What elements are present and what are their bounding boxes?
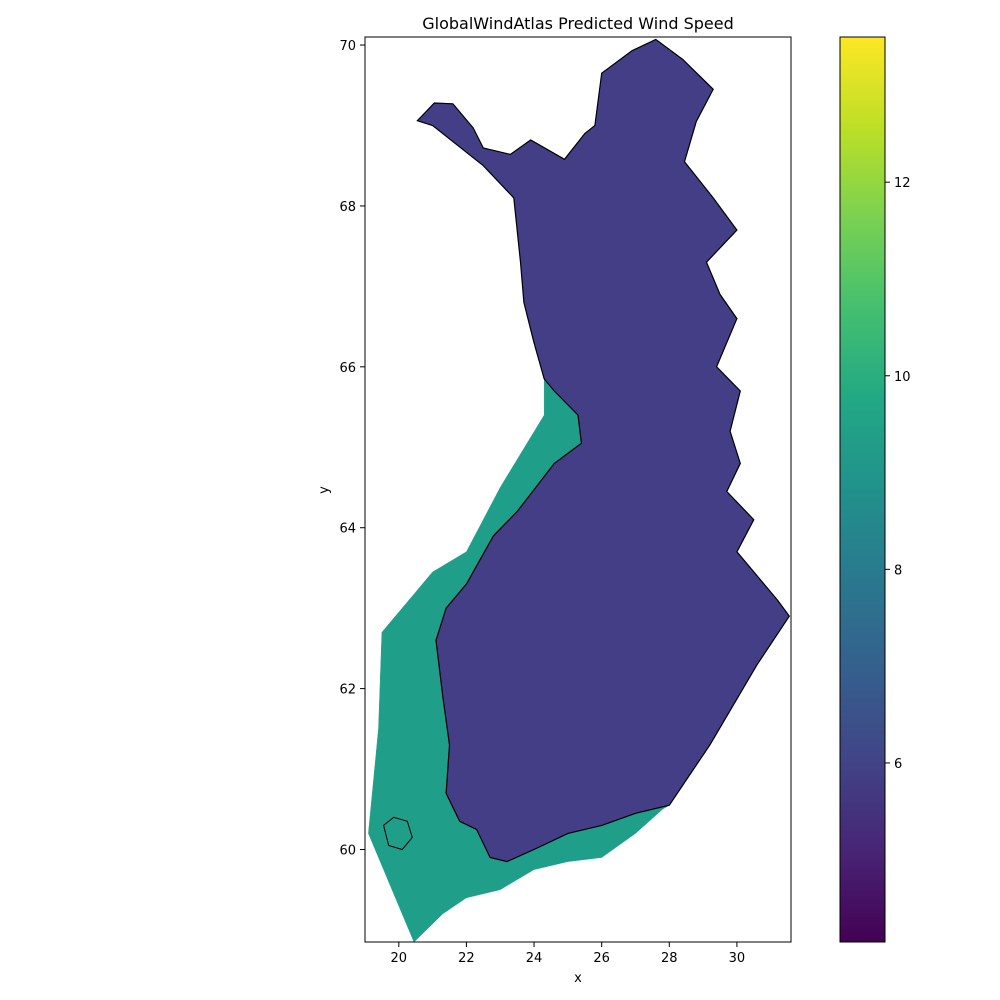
x-tick-label: 26: [593, 951, 610, 966]
y-tick-label: 60: [339, 843, 356, 858]
y-axis: 60 62 64 66 68 70: [339, 39, 365, 858]
x-tick-label: 22: [458, 951, 475, 966]
colorbar-tick-label: 10: [894, 370, 911, 385]
y-axis-label: y: [317, 486, 332, 494]
map-regions: [368, 38, 791, 942]
plot-frame: [364, 36, 792, 943]
x-tick-label: 28: [661, 951, 678, 966]
region-finland-mainland: [416, 38, 791, 863]
colorbar-tick-label: 6: [894, 757, 902, 772]
colorbar: 6 8 10 12: [839, 36, 911, 943]
y-tick-label: 70: [339, 39, 356, 54]
chart-title: GlobalWindAtlas Predicted Wind Speed: [422, 14, 734, 33]
x-tick-label: 30: [729, 951, 746, 966]
region-aland-islands: [383, 816, 413, 851]
colorbar-tick-label: 8: [894, 563, 902, 578]
y-tick-label: 66: [339, 361, 356, 376]
y-tick-label: 64: [339, 522, 356, 537]
x-axis: 20 22 24 26 28 30: [391, 942, 746, 966]
x-tick-label: 24: [526, 951, 543, 966]
colorbar-gradient: [839, 36, 886, 943]
y-tick-label: 62: [339, 683, 356, 698]
y-tick-label: 68: [339, 200, 356, 215]
x-axis-label: x: [574, 971, 582, 986]
colorbar-tick-label: 12: [894, 176, 911, 191]
plot-area: [368, 38, 791, 942]
colorbar-ticks: 6 8 10 12: [885, 176, 911, 772]
x-tick-label: 20: [391, 951, 408, 966]
